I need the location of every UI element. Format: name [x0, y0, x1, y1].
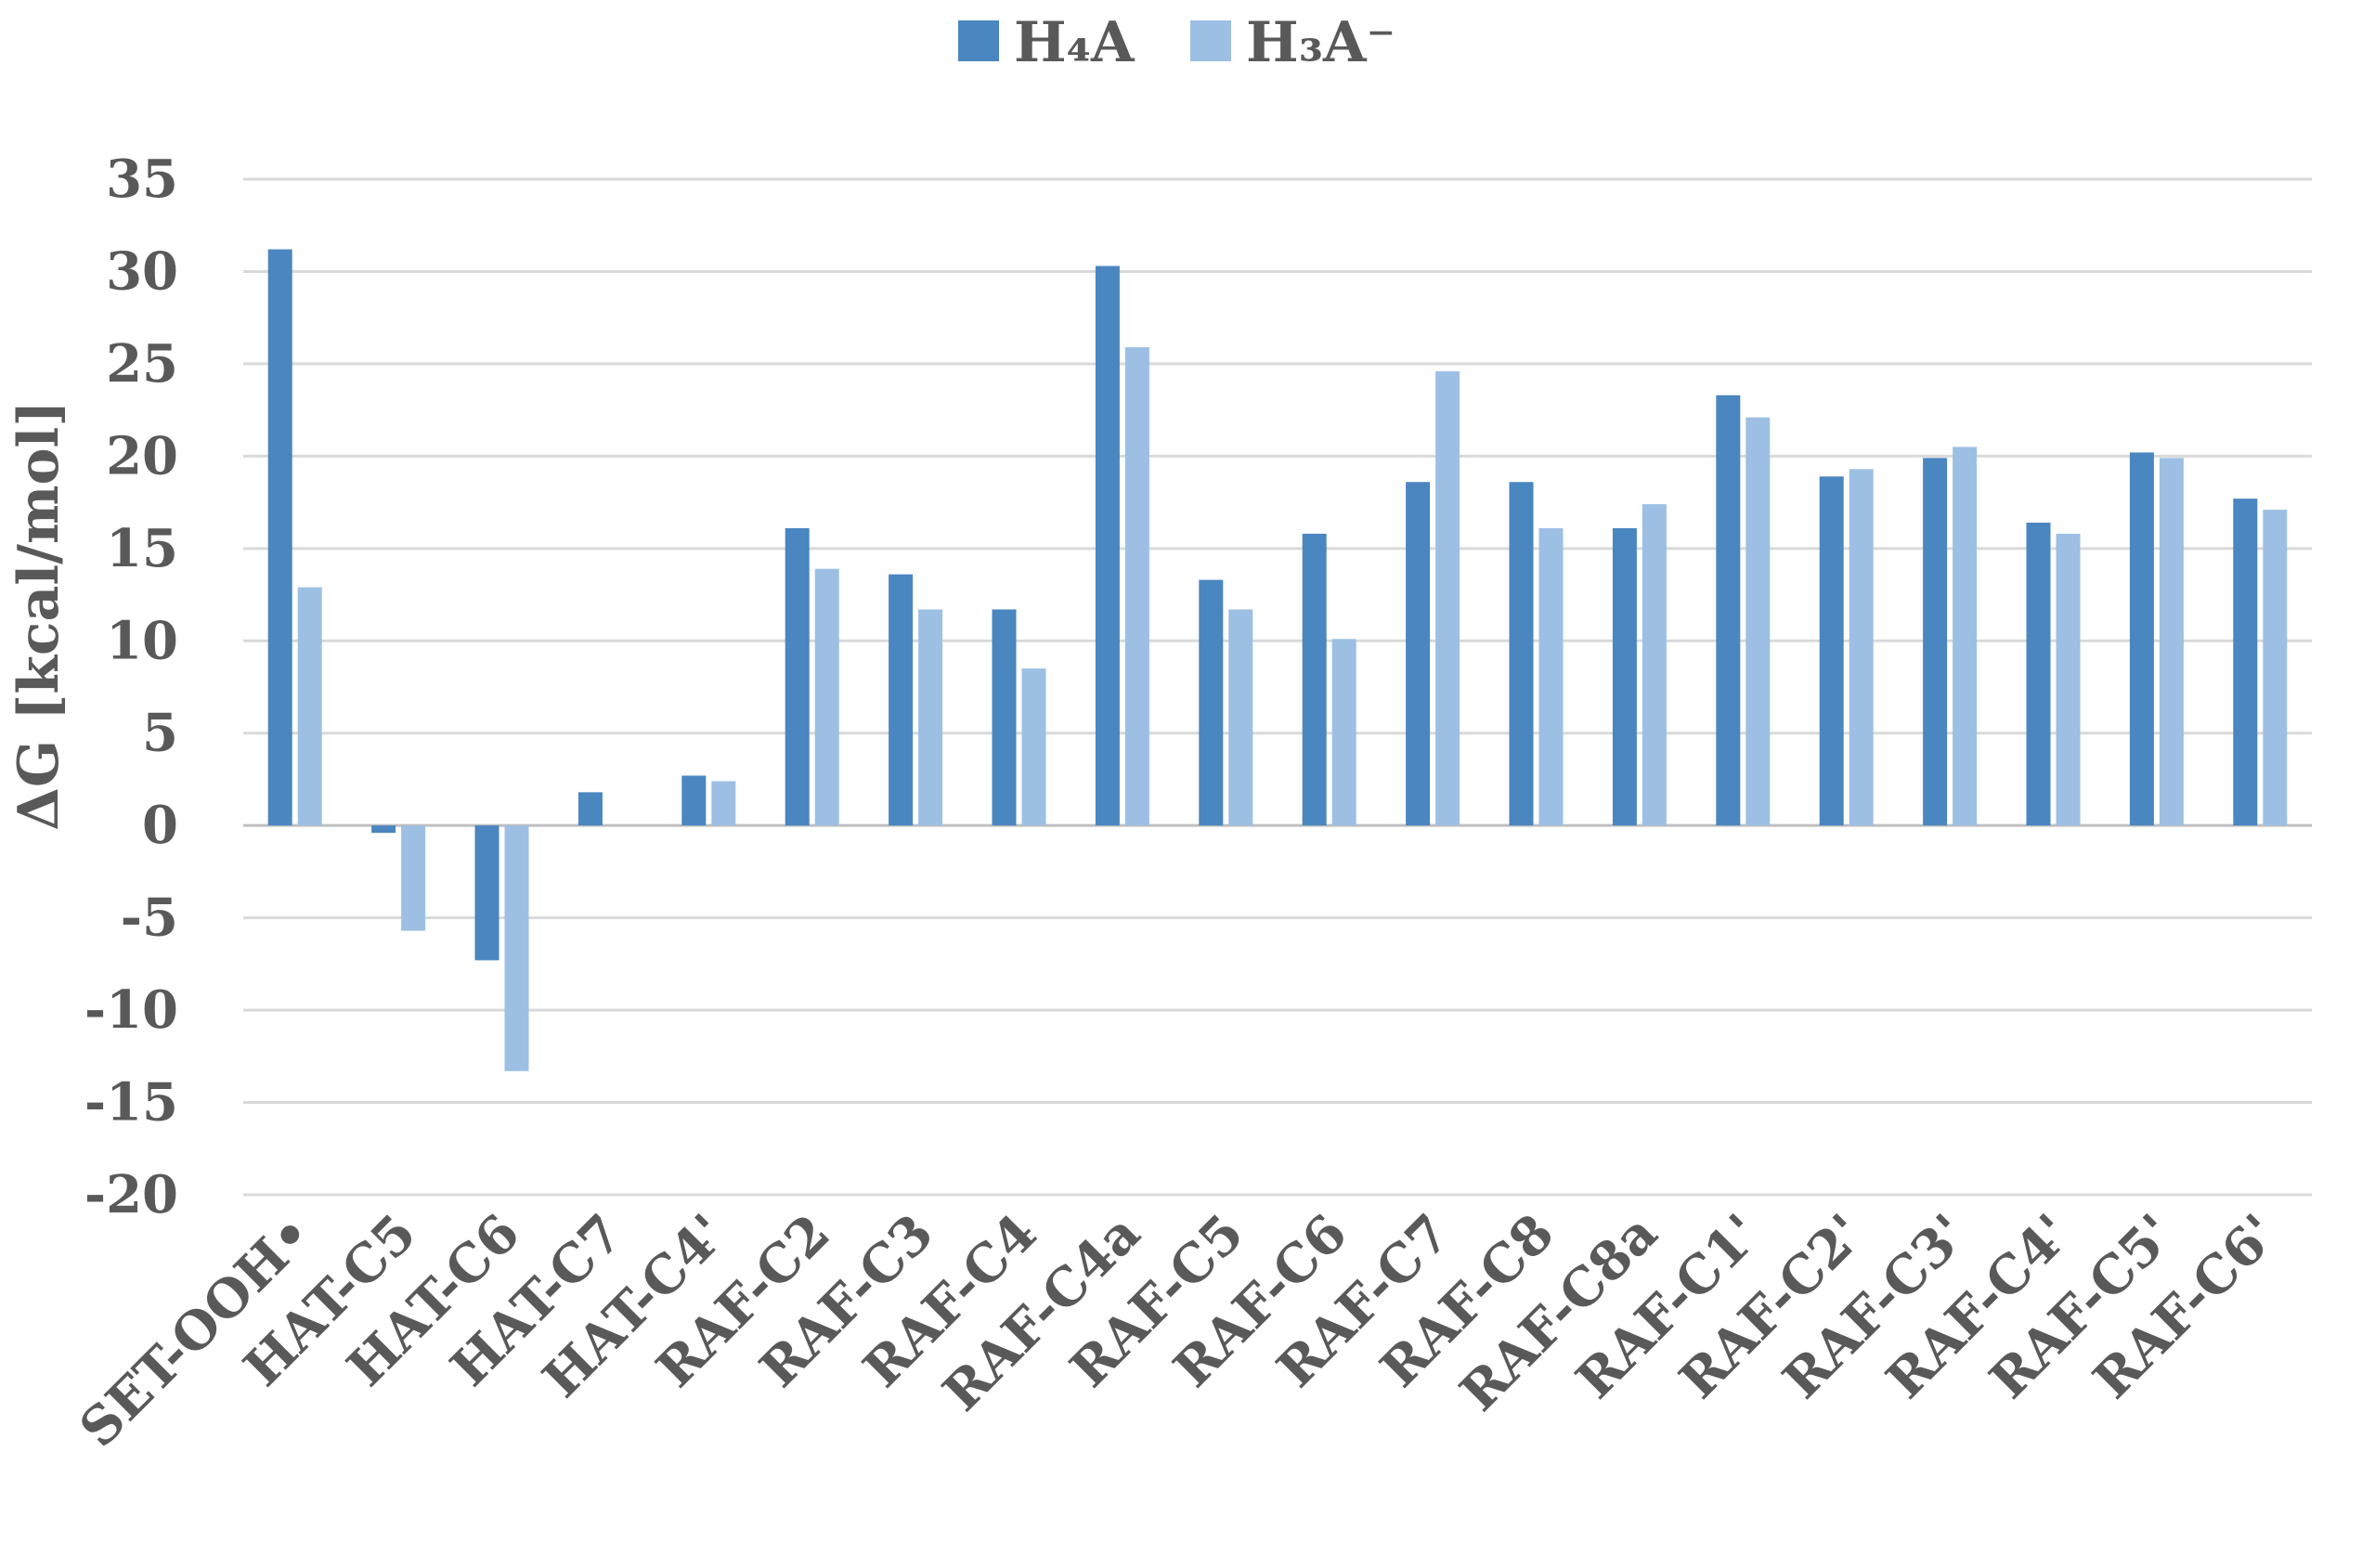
y-tick-label-1: 30 — [106, 240, 178, 302]
bar-series-1-0 — [267, 249, 292, 826]
legend: H₄A H₃A⁻ — [958, 10, 1395, 75]
bar-series-2-19 — [2263, 510, 2288, 826]
bar-series-1-9 — [1199, 579, 1224, 826]
bar-series-1-17 — [2026, 522, 2051, 826]
gridlines — [243, 177, 2312, 1197]
bar-series-1-15 — [1819, 476, 1844, 826]
y-tick-label-2: 25 — [106, 333, 178, 395]
y-tick-label-6: 5 — [142, 703, 178, 764]
y-tick-label-3: 20 — [106, 425, 178, 486]
bar-series-2-6 — [918, 609, 943, 826]
bar-series-2-15 — [1849, 469, 1874, 826]
y-tick-label-10: -15 — [84, 1072, 178, 1134]
y-tick-label-8: -5 — [121, 888, 178, 949]
bars — [267, 249, 2288, 1071]
bar-series-2-12 — [1538, 527, 1564, 826]
bar-series-2-0 — [297, 587, 322, 826]
y-tick-label-11: -20 — [84, 1164, 178, 1225]
bar-series-2-13 — [1642, 504, 1667, 826]
bar-series-1-4 — [681, 775, 707, 826]
bar-series-1-8 — [1095, 266, 1120, 826]
bar-series-1-16 — [1923, 458, 1948, 826]
legend-label-series-2: H₃A⁻ — [1246, 10, 1395, 75]
y-tick-label-9: -10 — [84, 979, 178, 1041]
bar-series-1-14 — [1716, 395, 1741, 826]
bar-series-2-4 — [711, 781, 736, 826]
bar-series-2-2 — [504, 825, 529, 1071]
bar-series-1-11 — [1406, 482, 1431, 826]
bar-series-1-7 — [992, 609, 1017, 826]
bar-series-1-6 — [889, 574, 914, 826]
bar-series-1-12 — [1509, 482, 1534, 826]
y-tick-label-5: 10 — [106, 610, 178, 671]
y-tick-label-0: 35 — [106, 149, 178, 210]
bar-series-2-10 — [1331, 639, 1356, 826]
bar-series-2-1 — [401, 825, 426, 931]
bar-series-2-16 — [1953, 447, 1978, 826]
bar-series-2-9 — [1228, 609, 1253, 826]
bar-series-1-10 — [1302, 533, 1327, 826]
bar-series-2-7 — [1021, 668, 1046, 826]
bar-series-2-14 — [1746, 417, 1771, 826]
legend-label-series-1: H₄A — [1014, 10, 1136, 75]
y-axis-label: ΔG [kcal/mol] — [6, 400, 71, 830]
bar-series-1-3 — [578, 792, 603, 826]
bar-series-2-8 — [1124, 347, 1149, 826]
bar-series-2-5 — [814, 568, 839, 826]
legend-swatch-series-1 — [958, 20, 999, 61]
bar-series-1-5 — [785, 527, 810, 826]
y-tick-label-7: 0 — [142, 795, 178, 856]
bar-series-1-2 — [474, 825, 500, 961]
bar-series-1-18 — [2129, 452, 2154, 826]
bar-series-2-17 — [2056, 533, 2081, 826]
y-tick-label-4: 15 — [106, 518, 178, 579]
bar-series-2-18 — [2159, 458, 2184, 826]
legend-swatch-series-2 — [1190, 20, 1231, 61]
y-axis-ticks: 35 30 25 20 15 10 5 0 -5 -10 -15 -20 — [84, 149, 178, 1225]
bar-series-1-19 — [2233, 499, 2258, 826]
x-axis-labels: SET-OOH•HAT-C5HAT-C6HAT-C7HAT-C4'RAF-C2R… — [68, 1202, 2290, 1459]
bar-series-2-11 — [1435, 370, 1460, 826]
bar-series-1-13 — [1612, 527, 1637, 826]
bar-series-1-1 — [371, 825, 396, 834]
